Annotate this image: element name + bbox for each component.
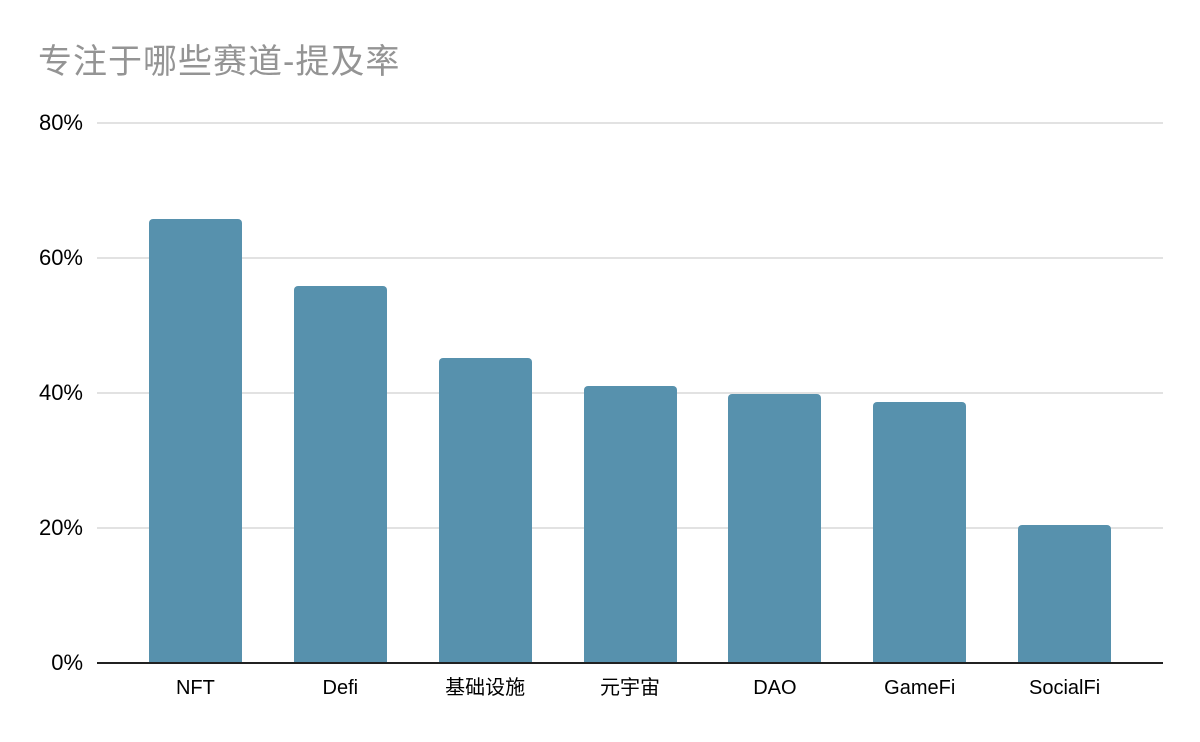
y-axis-label-0: 0%: [51, 650, 83, 675]
x-axis-labels-group: NFT Defi 基础设施 元宇宙 DAO GameFi SocialFi: [97, 676, 1163, 700]
bar-Defi: [293, 285, 387, 663]
x-axis-label-band: SocialFi: [992, 676, 1137, 700]
x-axis-label-Defi: Defi: [322, 677, 359, 699]
x-axis-label-SocialFi: SocialFi: [1029, 677, 1101, 699]
y-axis-label-80: 80%: [38, 110, 83, 135]
x-axis-label-band: DAO: [702, 676, 847, 700]
y-axis-label-40: 40%: [38, 380, 83, 405]
x-axis-label-band: Defi: [268, 676, 413, 700]
x-axis-label-band: GameFi: [847, 676, 992, 700]
x-axis-label-GameFi: GameFi: [884, 677, 956, 699]
bar-DAO: [728, 393, 822, 663]
bar-NFT: [148, 218, 242, 663]
bar-band: [413, 123, 558, 663]
bar-band: [847, 123, 992, 663]
gridline-80: [97, 122, 1163, 124]
x-axis-line: [97, 662, 1163, 664]
bar-基础设施: [438, 357, 532, 663]
x-axis-label-元宇宙: 元宇宙: [600, 677, 660, 699]
gridline-60: [97, 257, 1163, 259]
bars-group: [97, 123, 1163, 663]
bar-band: [123, 123, 268, 663]
bar-GameFi: [873, 401, 967, 663]
x-axis-label-DAO: DAO: [753, 677, 797, 699]
bar-band: [268, 123, 413, 663]
x-axis-label-band: 元宇宙: [558, 676, 703, 700]
y-axis-label-20: 20%: [38, 515, 83, 540]
y-axis-label-60: 60%: [38, 245, 83, 270]
x-axis-label-band: NFT: [123, 676, 268, 700]
bar-band: [702, 123, 847, 663]
x-axis-label-NFT: NFT: [175, 677, 215, 699]
plot-area: 0% 20% 40% 60% 80% NFT Defi 基础设施 元宇宙 DAO GameFi So…: [39, 110, 1163, 699]
bar-band: [558, 123, 703, 663]
chart-title: 专注于哪些赛道-提及率: [38, 43, 401, 81]
x-axis-label-基础设施: 基础设施: [445, 677, 526, 699]
bar-元宇宙: [583, 385, 677, 663]
bar-SocialFi: [1018, 524, 1112, 663]
bar-band: [992, 123, 1137, 663]
x-axis-label-band: 基础设施: [413, 676, 558, 700]
